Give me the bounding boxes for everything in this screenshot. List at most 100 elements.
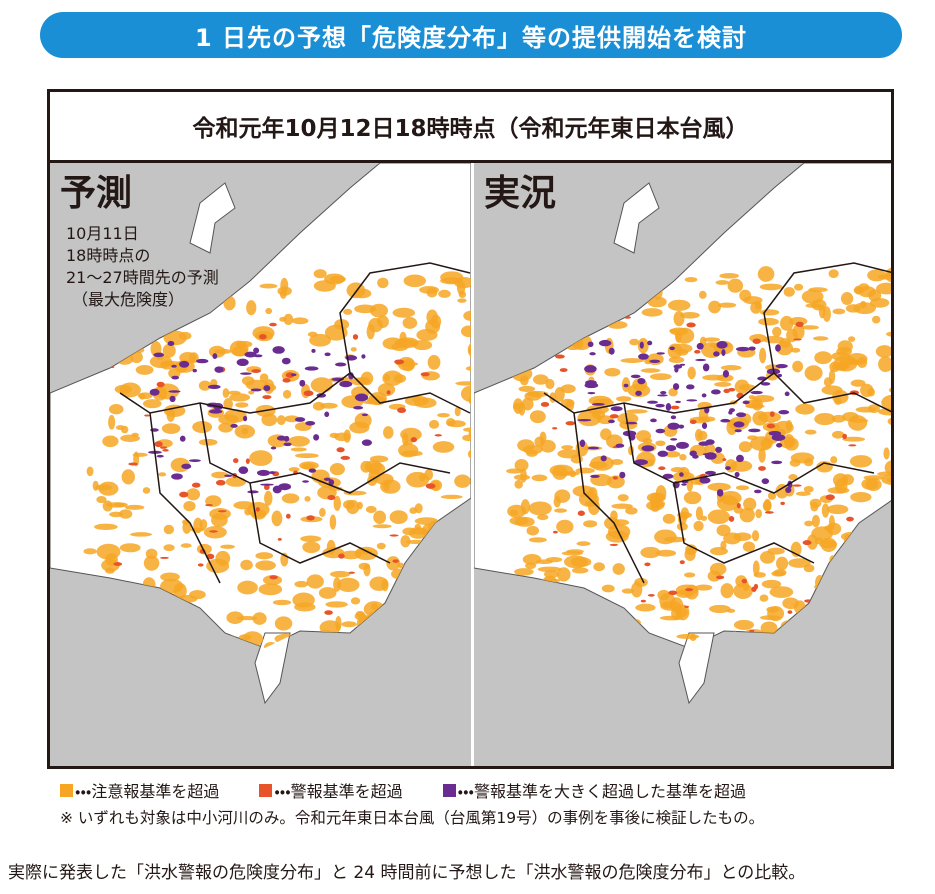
hazard-area <box>260 483 274 486</box>
hazard-area <box>553 530 558 534</box>
hazard-area <box>685 588 694 592</box>
hazard-area <box>291 373 297 377</box>
hazard-area <box>658 466 666 471</box>
hazard-area <box>565 421 576 426</box>
hazard-area <box>832 389 849 404</box>
hazard-area <box>664 451 681 458</box>
hazard-area <box>788 558 811 568</box>
hazard-area <box>514 479 523 489</box>
hazard-area <box>394 338 418 349</box>
hazard-area <box>640 546 661 559</box>
hazard-area <box>276 435 287 441</box>
hazard-area <box>180 543 192 548</box>
hazard-area <box>343 308 353 315</box>
hazard-area <box>741 578 748 584</box>
hazard-area <box>725 466 731 471</box>
hazard-area <box>678 424 685 429</box>
hazard-area <box>233 458 239 464</box>
hazard-area <box>563 555 588 569</box>
hazard-area <box>409 507 418 514</box>
hazard-area <box>683 491 702 505</box>
hazard-area <box>288 435 310 447</box>
hazard-area <box>637 377 646 385</box>
hazard-area <box>189 589 206 600</box>
hazard-area <box>832 308 846 315</box>
hazard-area <box>792 484 802 487</box>
hazard-area <box>590 455 614 471</box>
hazard-area <box>386 390 391 395</box>
hazard-area <box>108 414 116 430</box>
hazard-area <box>679 472 684 477</box>
hazard-area <box>121 469 135 485</box>
hazard-area <box>509 516 529 526</box>
hazard-area <box>269 322 277 327</box>
hazard-area <box>660 391 667 395</box>
hazard-area <box>754 300 762 310</box>
hazard-area <box>94 523 118 531</box>
hazard-area <box>659 593 676 609</box>
hazard-area <box>695 358 707 362</box>
hazard-area <box>588 499 600 516</box>
hazard-area <box>552 427 558 430</box>
hazard-area <box>720 540 727 551</box>
hazard-area <box>438 289 451 298</box>
hazard-area <box>303 390 314 397</box>
hazard-area <box>381 578 389 592</box>
hazard-area <box>337 577 360 592</box>
hazard-area <box>704 406 710 414</box>
hazard-area <box>333 495 341 511</box>
hazard-area <box>790 347 801 353</box>
hazard-area <box>646 353 664 366</box>
hazard-area <box>361 439 372 446</box>
hazard-area <box>772 326 782 337</box>
hazard-area <box>751 530 760 542</box>
hazard-area <box>557 567 571 582</box>
hazard-area <box>730 460 753 472</box>
hazard-area <box>109 511 123 518</box>
hazard-area <box>670 405 680 410</box>
hazard-area <box>285 513 291 519</box>
hazard-area <box>313 434 320 441</box>
hazard-area <box>209 530 218 533</box>
hazard-area <box>108 404 124 415</box>
hazard-area <box>794 283 804 291</box>
hazard-area <box>736 412 747 418</box>
hazard-area <box>324 352 331 357</box>
hazard-area <box>537 566 562 573</box>
hazard-area <box>669 346 675 351</box>
hazard-area <box>723 388 730 394</box>
hazard-area <box>591 410 606 420</box>
hazard-area <box>636 430 652 443</box>
hazard-area <box>545 556 563 563</box>
hazard-area <box>590 474 600 478</box>
hazard-area <box>282 389 292 399</box>
hazard-area <box>328 479 335 486</box>
hazard-area <box>619 471 626 479</box>
hazard-area <box>300 535 322 543</box>
hazard-area <box>290 447 307 452</box>
hazard-area <box>105 567 115 574</box>
hazard-area <box>372 524 392 529</box>
hazard-area <box>620 358 645 363</box>
hazard-area <box>612 563 625 575</box>
hazard-area <box>319 620 341 635</box>
hazard-area <box>793 338 802 341</box>
hazard-area <box>662 473 674 479</box>
hazard-area <box>647 400 658 404</box>
hazard-area <box>519 375 529 386</box>
hazard-area <box>262 395 272 400</box>
hazard-area <box>709 604 731 614</box>
hazard-area <box>302 541 321 554</box>
prefecture-border <box>149 412 221 584</box>
hazard-area <box>769 586 794 598</box>
hazard-area <box>392 559 399 563</box>
hazard-area <box>877 471 891 477</box>
hazard-area <box>324 411 330 418</box>
hazard-area <box>222 388 230 399</box>
hazard-area <box>684 276 698 283</box>
hazard-area <box>615 443 625 448</box>
hazard-area <box>402 432 409 446</box>
hazard-area <box>647 296 667 308</box>
hazard-area <box>736 454 744 463</box>
hazard-area <box>281 357 291 365</box>
